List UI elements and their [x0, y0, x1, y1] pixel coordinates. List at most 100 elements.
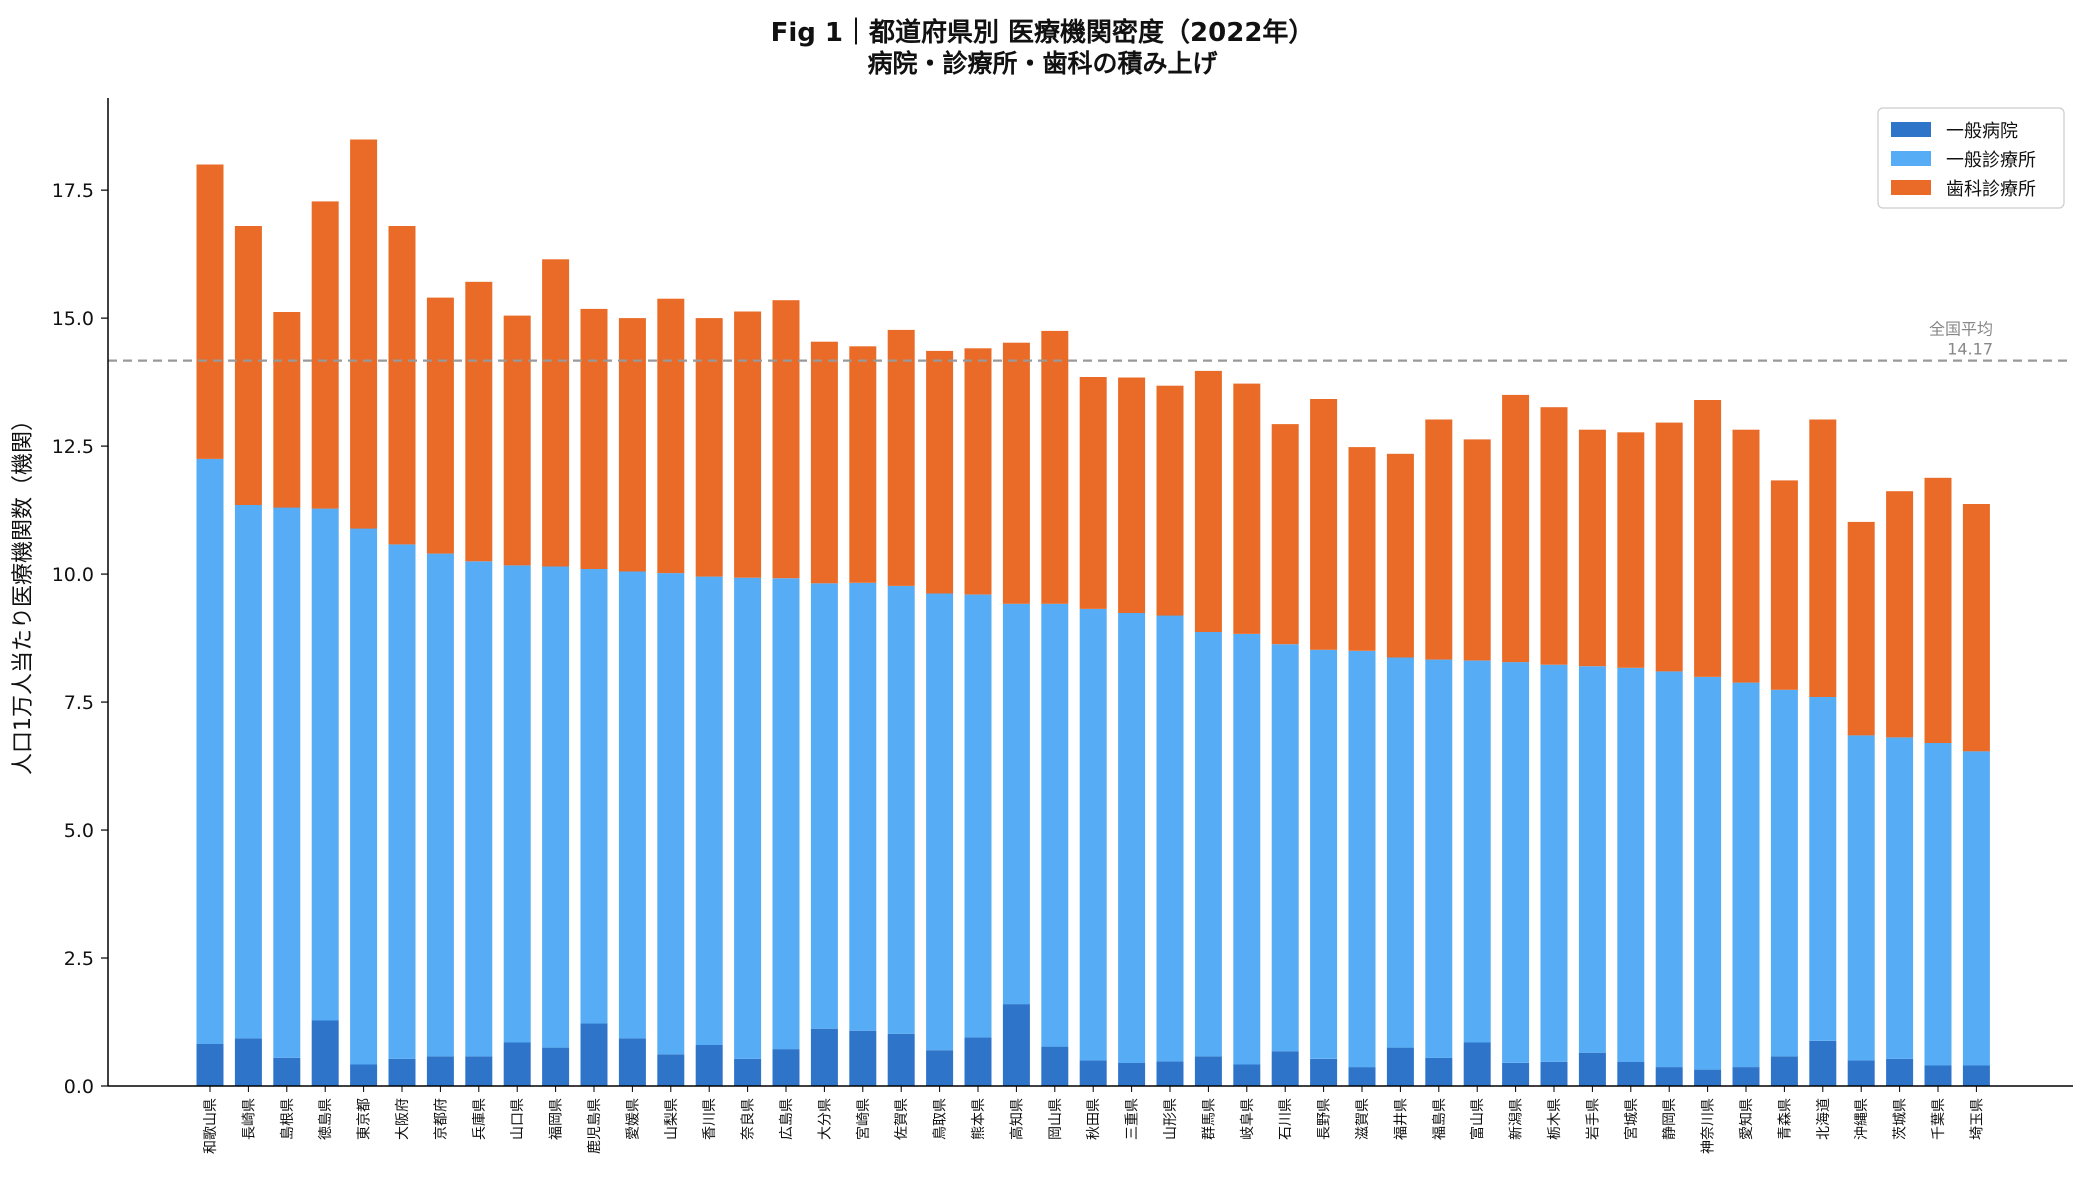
bar-segment-2-4 [311, 508, 339, 1021]
bar-segment-2-30 [1310, 649, 1338, 1059]
bars-group [196, 139, 1990, 1086]
x-tick-label: 岐阜県 [1239, 1098, 1256, 1140]
bar-segment-3-29 [1271, 424, 1299, 645]
legend-swatch-3 [1891, 180, 1931, 195]
x-tick-label: 鳥取県 [933, 1098, 949, 1140]
bar-segment-2-1 [196, 458, 224, 1044]
bar-segment-3-4 [311, 201, 339, 509]
x-tick-label: 佐賀県 [894, 1098, 910, 1140]
bar-segment-3-3 [273, 312, 301, 508]
bar-segment-3-9 [503, 315, 531, 566]
bar-segment-1-45 [1886, 1058, 1914, 1086]
bar-segment-2-13 [657, 573, 685, 1055]
bar-segment-2-25 [1118, 613, 1146, 1063]
axes-group: 0.0 2.5 5.0 7.5 10.0 12.5 15.0 17.5 和歌山県 長崎県 島根県 徳島… [52, 98, 2073, 1154]
bar-segment-1-12 [618, 1038, 646, 1086]
bar-segment-1-39 [1655, 1067, 1683, 1086]
bar-segment-2-2 [234, 505, 262, 1039]
bar-segment-3-1 [196, 164, 224, 459]
bar-segment-1-33 [1425, 1057, 1453, 1086]
bar-segment-1-26 [1156, 1061, 1184, 1086]
bar-segment-2-9 [503, 565, 531, 1043]
bar-segment-2-37 [1578, 666, 1606, 1053]
bar-segment-1-47 [1962, 1065, 1990, 1086]
bar-segment-1-1 [196, 1044, 224, 1086]
bar-segment-1-16 [772, 1049, 800, 1086]
bar-segment-2-8 [465, 561, 493, 1057]
bar-segment-2-14 [695, 576, 723, 1045]
bar-segment-1-18 [849, 1030, 877, 1086]
bar-segment-2-24 [1079, 608, 1107, 1061]
bar-segment-1-6 [388, 1058, 416, 1086]
bar-segment-3-43 [1809, 419, 1837, 697]
bar-segment-2-47 [1962, 751, 1990, 1066]
bar-segment-3-34 [1463, 439, 1491, 661]
bar-segment-3-24 [1079, 377, 1107, 609]
x-tick-label: 栃木県 [1547, 1098, 1563, 1140]
x-tick-label: 兵庫県 [471, 1098, 488, 1140]
y-tick-label: 0.0 [64, 1076, 94, 1098]
x-tick-label: 石川県 [1278, 1098, 1294, 1140]
x-tick-label: 奈良県 [741, 1098, 757, 1140]
x-tick-label: 滋賀県 [1355, 1098, 1371, 1140]
x-tick-label: 京都府 [433, 1098, 449, 1140]
bar-segment-3-2 [234, 226, 262, 505]
bar-segment-3-41 [1732, 429, 1760, 683]
average-value: 14.17 [1947, 340, 1993, 359]
bar-segment-3-16 [772, 300, 800, 579]
x-tick-label: 群馬県 [1201, 1098, 1217, 1140]
bar-segment-3-6 [388, 226, 416, 545]
x-tick-label: 高知県 [1008, 1098, 1025, 1140]
bar-segment-2-29 [1271, 644, 1299, 1052]
x-tick-label: 静岡県 [1662, 1098, 1678, 1140]
bar-segment-2-43 [1809, 696, 1837, 1041]
y-tick-label: 5.0 [64, 820, 94, 842]
bar-segment-3-27 [1194, 370, 1222, 632]
bar-segment-1-5 [350, 1064, 378, 1086]
x-tick-label: 茨城県 [1893, 1098, 1909, 1140]
x-tick-label: 北海道 [1816, 1098, 1832, 1140]
bar-segment-2-31 [1348, 650, 1376, 1068]
bar-segment-2-15 [734, 577, 762, 1059]
chart-title: Fig 1｜都道府県別 医療機関密度（2022年） [770, 18, 1315, 48]
bar-segment-1-46 [1924, 1065, 1952, 1086]
bar-segment-3-14 [695, 318, 723, 577]
x-tick-label: 山梨県 [664, 1098, 680, 1140]
x-tick-label: 愛媛県 [625, 1098, 641, 1140]
bar-segment-3-17 [810, 341, 838, 584]
bar-segment-3-8 [465, 281, 493, 562]
average-label: 全国平均 [1929, 320, 1993, 339]
bar-segment-2-36 [1540, 664, 1568, 1062]
bar-segment-3-7 [426, 297, 454, 554]
x-tick-label: 愛知県 [1738, 1098, 1755, 1140]
x-tick-label: 山形県 [1163, 1098, 1179, 1140]
x-tick-label: 青森県 [1777, 1098, 1793, 1140]
bar-segment-1-43 [1809, 1041, 1837, 1086]
x-tick-label: 長崎県 [241, 1098, 257, 1140]
bar-segment-2-7 [426, 553, 454, 1057]
bar-segment-3-36 [1540, 407, 1568, 665]
bar-segment-2-17 [810, 583, 838, 1029]
bar-segment-1-38 [1617, 1061, 1645, 1086]
bar-segment-3-25 [1118, 377, 1146, 613]
average-line-group: 全国平均 14.17 [108, 320, 2073, 362]
bar-segment-3-39 [1655, 422, 1683, 672]
x-tick-label: 神奈川県 [1701, 1098, 1717, 1154]
bar-segment-2-27 [1194, 631, 1222, 1057]
bar-segment-3-21 [964, 348, 992, 595]
bar-segment-1-14 [695, 1045, 723, 1086]
bar-segment-2-42 [1770, 689, 1798, 1057]
bar-segment-3-44 [1847, 521, 1875, 736]
bar-segment-3-40 [1694, 400, 1722, 677]
bar-segment-3-26 [1156, 385, 1184, 616]
x-tick-label: 新潟県 [1509, 1098, 1525, 1140]
bar-segment-1-3 [273, 1057, 301, 1086]
y-tick-label: 10.0 [52, 564, 94, 586]
bar-segment-1-28 [1233, 1064, 1261, 1086]
x-tick-label: 宮城県 [1624, 1098, 1640, 1140]
bar-segment-2-39 [1655, 671, 1683, 1067]
bar-segment-1-2 [234, 1038, 262, 1086]
x-tick-label: 鹿児島県 [586, 1098, 603, 1154]
x-tick-label: 岩手県 [1585, 1098, 1601, 1140]
bar-segment-3-13 [657, 298, 685, 574]
